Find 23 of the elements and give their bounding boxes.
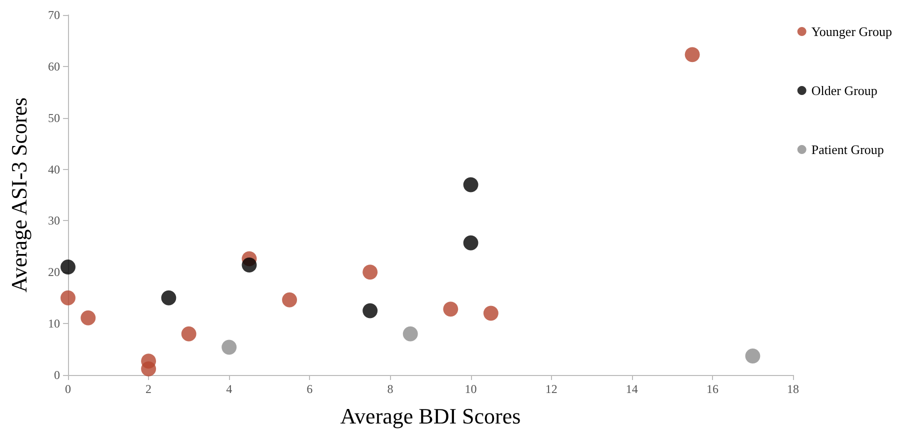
x-tick-label: 10 [464,382,477,396]
x-tick-label: 14 [626,382,638,396]
x-tick-label: 0 [65,382,71,396]
x-tick-label: 18 [787,382,799,396]
y-tick-label: 30 [48,214,60,228]
y-tick-label: 40 [48,162,60,176]
y-tick-label: 20 [48,265,60,280]
x-tick-label: 2 [146,382,152,396]
y-tick-label: 60 [48,59,60,74]
y-axis-title: Average ASI-3 Scores [6,97,32,293]
x-tick-label: 6 [306,382,313,396]
y-tick-label: 10 [48,316,60,331]
x-tick-label: 8 [387,382,394,396]
legend-label: Older Group [811,83,878,98]
y-tick-label: 70 [48,8,60,22]
legend-label: Younger Group [811,24,892,39]
legend-label: Patient Group [811,142,884,157]
y-tick-label: 0 [54,368,60,382]
x-tick-label: 16 [706,382,718,396]
x-axis-title: Average BDI Scores [340,404,521,428]
x-tick-label: 12 [545,382,558,396]
y-tick-label: 50 [48,110,60,125]
x-tick-label: 4 [226,382,232,396]
